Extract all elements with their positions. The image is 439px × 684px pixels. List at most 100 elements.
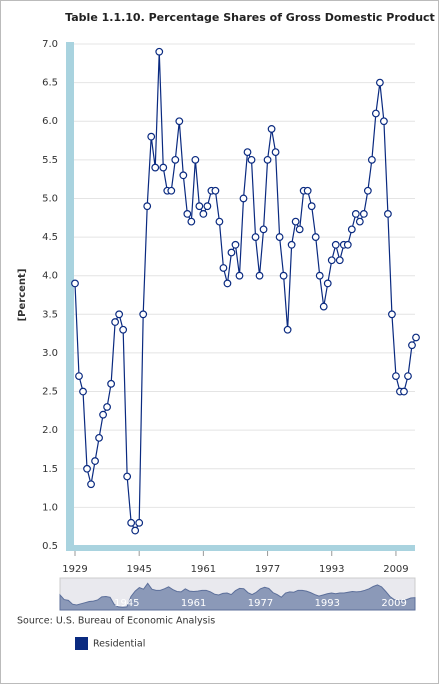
marker[interactable] <box>127 518 136 527</box>
marker[interactable] <box>367 155 376 164</box>
marker[interactable] <box>295 225 304 234</box>
legend-label[interactable]: Residential <box>93 639 145 650</box>
marker[interactable] <box>363 186 372 195</box>
marker[interactable] <box>323 279 332 288</box>
marker[interactable] <box>83 464 91 473</box>
marker[interactable] <box>255 271 264 280</box>
marker[interactable] <box>223 279 232 288</box>
marker[interactable] <box>211 186 220 195</box>
marker[interactable] <box>263 155 272 164</box>
marker[interactable] <box>151 163 160 172</box>
marker[interactable] <box>291 217 300 226</box>
marker[interactable] <box>171 155 180 164</box>
marker[interactable] <box>335 256 344 265</box>
marker[interactable] <box>351 210 360 218</box>
marker[interactable] <box>203 202 212 211</box>
marker[interactable] <box>139 310 148 319</box>
y-tick-label: 6.5 <box>42 78 58 89</box>
marker[interactable] <box>279 271 288 280</box>
marker[interactable] <box>400 387 408 396</box>
marker[interactable] <box>235 271 244 280</box>
marker[interactable] <box>155 47 164 56</box>
navigator-label: 1961 <box>181 598 206 609</box>
marker[interactable] <box>404 372 412 380</box>
marker[interactable] <box>131 526 140 535</box>
marker[interactable] <box>388 310 396 319</box>
marker[interactable] <box>159 163 168 172</box>
marker[interactable] <box>359 210 368 218</box>
marker[interactable] <box>115 310 124 319</box>
marker[interactable] <box>107 379 116 388</box>
marker[interactable] <box>331 240 340 249</box>
marker[interactable] <box>271 148 280 157</box>
marker[interactable] <box>143 202 152 211</box>
marker[interactable] <box>227 248 236 257</box>
chart-title: Table 1.1.10. Percentage Shares of Gross… <box>65 11 435 24</box>
marker[interactable] <box>287 240 296 249</box>
marker[interactable] <box>191 155 200 164</box>
marker[interactable] <box>95 433 103 442</box>
marker[interactable] <box>175 117 184 126</box>
marker[interactable] <box>243 148 252 157</box>
marker[interactable] <box>91 457 99 465</box>
marker[interactable] <box>355 217 364 226</box>
marker[interactable] <box>319 302 328 311</box>
y-tick-label: 4.0 <box>42 271 58 282</box>
y-tick-label: 2.0 <box>42 425 58 436</box>
marker[interactable] <box>375 78 384 87</box>
marker[interactable] <box>215 217 224 226</box>
marker[interactable] <box>231 240 240 249</box>
marker[interactable] <box>267 125 276 133</box>
scroll-handle[interactable] <box>66 42 74 551</box>
y-tick-label: 1.5 <box>42 464 58 475</box>
marker[interactable] <box>412 333 420 342</box>
marker[interactable] <box>315 271 324 280</box>
x-tick-label: 2009 <box>383 564 408 575</box>
marker[interactable] <box>251 233 260 241</box>
x-tick-label: 1945 <box>126 564 151 575</box>
y-tick-label: 0.5 <box>42 541 58 552</box>
x-tick-label: 1977 <box>255 564 280 575</box>
marker[interactable] <box>247 155 256 164</box>
marker[interactable] <box>147 132 156 141</box>
marker[interactable] <box>303 186 312 195</box>
marker[interactable] <box>187 217 196 226</box>
marker[interactable] <box>275 233 284 241</box>
marker[interactable] <box>135 518 144 527</box>
marker[interactable] <box>183 210 192 218</box>
marker[interactable] <box>119 325 128 334</box>
marker[interactable] <box>343 240 352 249</box>
marker[interactable] <box>371 109 380 118</box>
marker[interactable] <box>199 210 208 218</box>
marker[interactable] <box>167 186 176 195</box>
marker[interactable] <box>103 403 111 411</box>
marker[interactable] <box>283 325 292 334</box>
marker[interactable] <box>79 387 87 396</box>
marker[interactable] <box>111 318 120 326</box>
marker[interactable] <box>87 480 95 489</box>
marker[interactable] <box>327 256 336 265</box>
marker[interactable] <box>195 202 204 211</box>
marker[interactable] <box>259 225 268 234</box>
marker[interactable] <box>311 233 320 241</box>
y-tick-label: 3.0 <box>42 348 58 359</box>
marker[interactable] <box>392 372 400 380</box>
marker[interactable] <box>219 264 228 272</box>
marker[interactable] <box>179 171 188 180</box>
marker[interactable] <box>408 341 416 350</box>
marker[interactable] <box>71 279 79 288</box>
marker[interactable] <box>380 117 388 126</box>
marker[interactable] <box>99 410 107 419</box>
y-axis-label: [Percent] <box>17 269 28 322</box>
marker[interactable] <box>75 372 83 380</box>
marker[interactable] <box>239 194 248 203</box>
marker[interactable] <box>307 202 316 211</box>
legend-swatch <box>75 637 88 650</box>
y-tick-label: 5.0 <box>42 193 58 204</box>
navigator-label: 1993 <box>315 598 340 609</box>
marker[interactable] <box>384 210 392 218</box>
marker[interactable] <box>347 225 356 234</box>
x-tick-label: 1929 <box>62 564 87 575</box>
marker[interactable] <box>123 472 132 481</box>
